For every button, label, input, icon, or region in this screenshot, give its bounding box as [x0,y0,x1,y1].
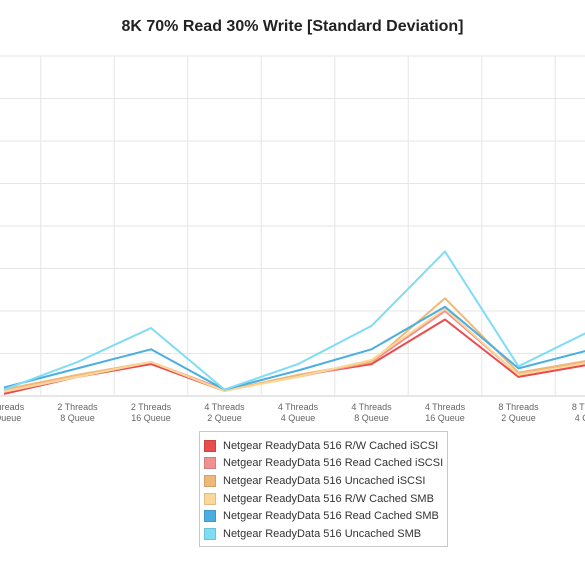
series-line-4 [3,307,585,393]
gridlines [0,55,585,397]
x-tick-label: 2 Threads 8 Queue [57,402,98,423]
legend: Netgear ReadyData 516 R/W Cached iSCSI Ne… [199,431,448,547]
legend-item[interactable]: Netgear ReadyData 516 Read Cached iSCSI [204,455,447,473]
legend-item[interactable]: Netgear ReadyData 516 R/W Cached SMB [204,490,447,508]
x-tick-label: 4 Threads 8 Queue [351,402,392,423]
legend-swatch [204,474,216,487]
legend-item[interactable]: Netgear ReadyData 516 Uncached SMB [204,525,447,543]
chart-title: 8K 70% Read 30% Write [Standard Deviatio… [121,18,464,35]
series-line-1 [3,318,585,395]
legend-label: Netgear ReadyData 516 Read Cached iSCSI [223,457,444,470]
legend-label: Netgear ReadyData 516 Uncached iSCSI [223,474,426,487]
legend-item[interactable]: Netgear ReadyData 516 Uncached iSCSI [204,472,447,490]
legend-swatch [204,492,216,505]
legend-swatch [204,527,216,540]
legend-label: Netgear ReadyData 516 R/W Cached SMB [223,492,434,505]
legend-label: Netgear ReadyData 516 Read Cached SMB [223,510,439,523]
series-line-6 [3,250,585,391]
x-tick-label: 2 Threads 16 Queue [131,402,172,423]
legend-swatch [204,439,216,452]
series-lines [3,250,585,395]
x-tick-label: 8 Threads 2 Queue [498,402,539,423]
legend-label: Netgear ReadyData 516 R/W Cached iSCSI [223,439,439,452]
x-tick-label: 4 Threads 16 Queue [425,402,466,423]
legend-swatch [204,510,216,523]
legend-item[interactable]: Netgear ReadyData 516 R/W Cached iSCSI [204,437,447,455]
legend-swatch [204,457,216,470]
series-line-5 [3,305,585,391]
x-tick-label: 4 Threads 4 Queue [278,402,319,423]
legend-label: Netgear ReadyData 516 Uncached SMB [223,527,422,540]
x-tick-label: 4 Threads 2 Queue [204,402,245,423]
legend-item[interactable]: Netgear ReadyData 516 Read Cached SMB [204,507,447,525]
